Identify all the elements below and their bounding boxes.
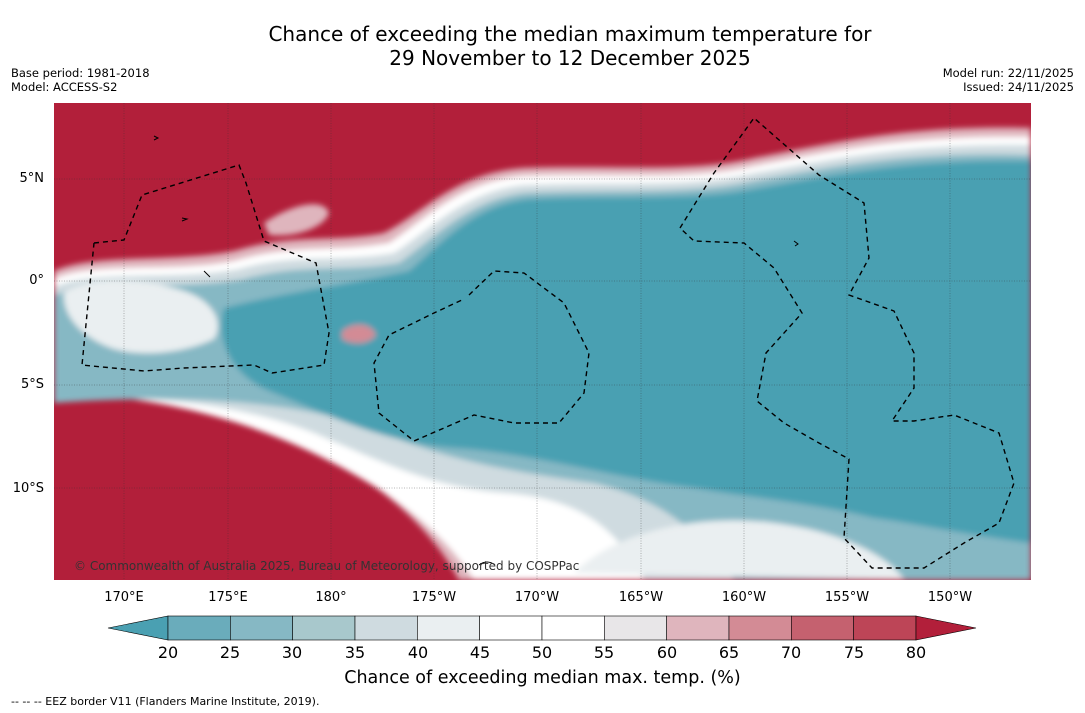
islands: [153, 135, 799, 566]
island-2: [181, 217, 189, 222]
cb-tick-35: 35: [344, 643, 366, 662]
colorbar-segment: [230, 615, 293, 641]
island-3: [793, 240, 799, 247]
light-patch-west: [63, 280, 218, 354]
lon-label-175w: 175°W: [411, 590, 457, 605]
lon-label-160w: 160°W: [721, 590, 767, 605]
base-period: Base period: 1981-2018: [11, 66, 150, 80]
lon-label-180: 180°: [315, 590, 347, 605]
colorbar-segment: [167, 615, 231, 641]
lat-label-5s: 5°S: [20, 377, 44, 392]
copyright-text: © Commonwealth of Australia 2025, Bureau…: [74, 559, 579, 573]
lat-label-0: 0°: [29, 273, 44, 288]
lon-label-175e: 175°E: [208, 590, 248, 605]
colorbar-segment: [292, 615, 356, 641]
meta-left: Base period: 1981-2018 Model: ACCESS-S2: [11, 66, 150, 94]
cb-tick-30: 30: [281, 643, 303, 662]
model-name: Model: ACCESS-S2: [11, 80, 118, 94]
island-4: [478, 561, 496, 566]
eez-footnote: -- -- -- EEZ border V11 (Flanders Marine…: [11, 695, 320, 708]
cb-tick-75: 75: [843, 643, 865, 662]
cb-tick-45: 45: [469, 643, 491, 662]
lon-label-150w: 150°W: [927, 590, 973, 605]
colorbar-title: Chance of exceeding median max. temp. (%…: [344, 668, 741, 688]
model-run: Model run: 22/11/2025: [942, 66, 1074, 80]
lon-label-170e: 170°E: [104, 590, 144, 605]
colorbar-segment: [417, 615, 480, 641]
eez-borders: [81, 116, 1015, 569]
colorbar: [107, 615, 977, 641]
warm-patch-central: [342, 324, 376, 344]
chart-title-line2: 29 November to 12 December 2025: [389, 46, 751, 70]
cb-tick-65: 65: [718, 643, 740, 662]
colorbar-segment: [728, 615, 792, 641]
colorbar-segment: [354, 615, 418, 641]
cb-tick-80: 80: [905, 643, 927, 662]
chart-title-line1: Chance of exceeding the median maximum t…: [268, 22, 872, 46]
meta-right: Model run: 22/11/2025 Issued: 24/11/2025: [943, 66, 1074, 94]
cb-tick-40: 40: [407, 643, 429, 662]
cb-tick-55: 55: [593, 643, 615, 662]
colorbar-segment: [604, 615, 667, 641]
island-5: [203, 270, 211, 278]
colorbar-low-arrow: [107, 615, 169, 641]
cb-tick-50: 50: [531, 643, 553, 662]
cb-tick-25: 25: [219, 643, 241, 662]
eez-kiribati-line: [679, 116, 1015, 569]
cb-tick-70: 70: [780, 643, 802, 662]
cb-tick-20: 20: [157, 643, 179, 662]
lat-label-10s: 10°S: [12, 481, 44, 496]
eez-kiribati-gilberts: [81, 164, 330, 374]
gridlines: [54, 103, 1031, 580]
lon-label-155w: 155°W: [824, 590, 870, 605]
lat-label-5n: 5°N: [19, 171, 45, 186]
colorbar-segment: [791, 615, 854, 641]
colorbar-segment: [853, 615, 917, 641]
light-patch-south: [574, 520, 904, 580]
lon-label-165w: 165°W: [618, 590, 664, 605]
cb-tick-60: 60: [656, 643, 678, 662]
forecast-map: © Commonwealth of Australia 2025, Bureau…: [54, 103, 1031, 580]
eez-kiribati-phoenix: [373, 270, 590, 442]
lon-label-170w: 170°W: [514, 590, 560, 605]
island-1: [153, 135, 160, 141]
warm-patch-north: [264, 204, 329, 236]
colorbar-segment: [541, 615, 605, 641]
colorbar-segment: [666, 615, 730, 641]
issued-date: Issued: 24/11/2025: [963, 80, 1074, 94]
colorbar-segments: [167, 615, 917, 641]
colorbar-high-arrow: [915, 615, 977, 641]
colorbar-segment: [479, 615, 543, 641]
